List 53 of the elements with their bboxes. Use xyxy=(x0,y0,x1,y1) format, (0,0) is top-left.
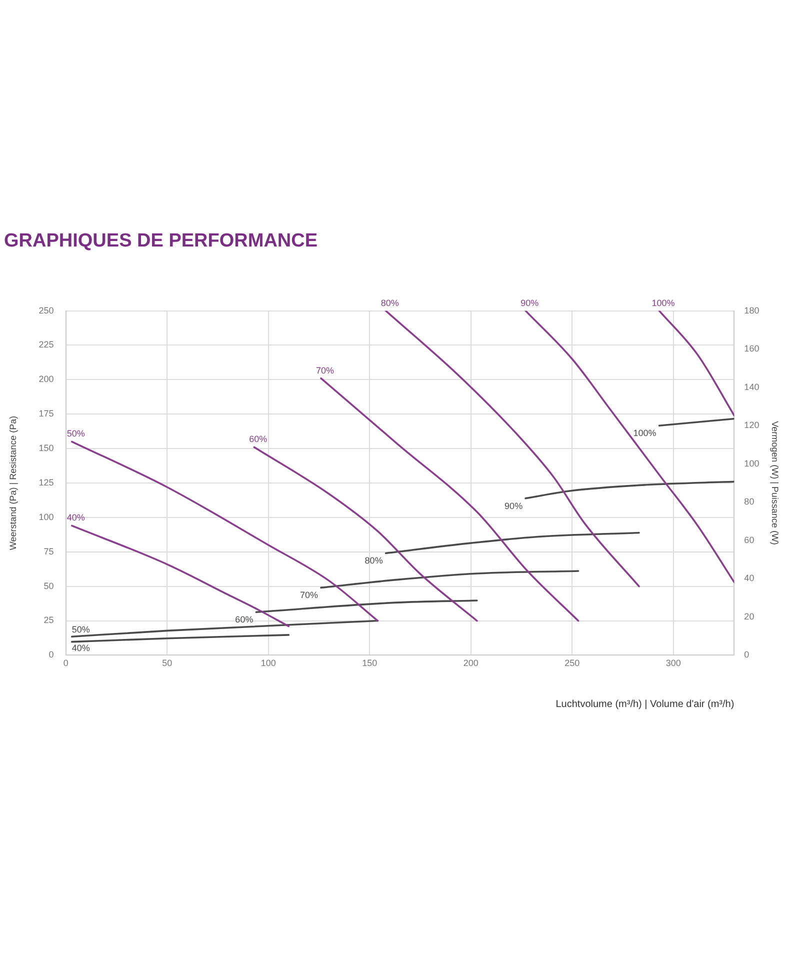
line-series xyxy=(524,310,734,584)
y-tick-label: 50 xyxy=(44,580,54,591)
line-series xyxy=(253,446,478,622)
series-label: 80% xyxy=(380,298,399,308)
series-label: 60% xyxy=(235,614,254,625)
y2-tick-label: 60 xyxy=(744,534,754,545)
x-axis-title: Luchtvolume (m³/h) | Volume d'air (m³/h) xyxy=(556,698,734,710)
series-label: 70% xyxy=(316,365,334,376)
x-tick-label: 0 xyxy=(63,658,68,668)
y2-tick-label: 180 xyxy=(744,305,760,316)
y2-tick-label: 140 xyxy=(744,382,760,392)
series-label: 50% xyxy=(66,428,85,439)
y-tick-label: 100 xyxy=(38,512,54,522)
y-tick-label: 200 xyxy=(38,374,54,384)
x-tick-label: 200 xyxy=(463,658,478,668)
y-tick-label: 75 xyxy=(44,546,54,556)
x-tick-label: 250 xyxy=(564,658,580,668)
line-series xyxy=(384,532,640,554)
y-tick-label: 250 xyxy=(38,305,54,316)
y2-tick-label: 0 xyxy=(744,650,750,660)
y2-tick-label: 120 xyxy=(744,420,760,430)
series-label: 90% xyxy=(504,500,523,511)
y2-tick-label: 20 xyxy=(744,611,754,622)
y-tick-label: 150 xyxy=(38,443,54,454)
series-label: 70% xyxy=(300,590,318,600)
chart-title: GRAPHIQUES DE PERFORMANCE xyxy=(4,230,318,252)
series-label: 60% xyxy=(249,434,268,444)
line-series xyxy=(70,524,290,628)
y2-axis-title: Vermogen (W) | Puissance (W) xyxy=(770,421,780,545)
x-tick-label: 100 xyxy=(260,658,276,668)
y-axis-title: Weerstand (Pa) | Resistance (Pa) xyxy=(8,416,18,550)
y2-tick-label: 100 xyxy=(744,458,760,468)
series-label: 100% xyxy=(652,298,675,308)
x-tick-label: 50 xyxy=(162,658,172,668)
y2-tick-label: 40 xyxy=(744,573,754,584)
series-label: 90% xyxy=(520,298,539,308)
y-tick-label: 0 xyxy=(48,650,54,660)
line-series xyxy=(524,480,734,500)
y-tick-label: 225 xyxy=(38,340,54,350)
series-label: 40% xyxy=(66,512,85,523)
series-label: 100% xyxy=(633,428,656,438)
y-tick-label: 25 xyxy=(44,615,54,626)
y-tick-label: 125 xyxy=(38,477,54,488)
line-series xyxy=(320,377,580,622)
x-tick-label: 300 xyxy=(666,658,681,668)
y-tick-label: 175 xyxy=(38,408,54,419)
series-label: 50% xyxy=(72,624,90,635)
series-label: 40% xyxy=(72,642,90,653)
y2-tick-label: 160 xyxy=(744,344,760,354)
y2-tick-label: 80 xyxy=(744,496,754,507)
series-label: 80% xyxy=(364,556,383,566)
line-series xyxy=(320,570,580,589)
x-tick-label: 150 xyxy=(362,658,378,668)
